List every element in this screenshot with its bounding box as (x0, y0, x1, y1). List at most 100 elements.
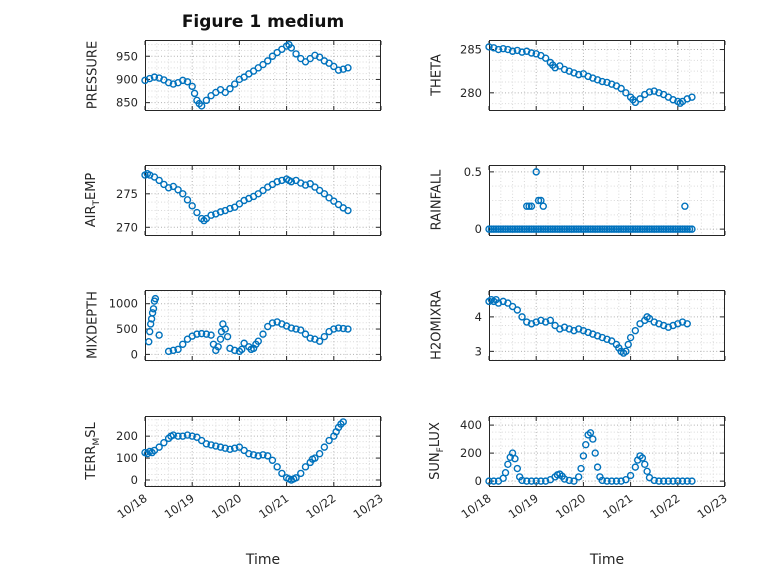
data-point (541, 318, 550, 326)
data-point (193, 208, 201, 217)
y-axis-label: AIRTEMP (84, 172, 102, 228)
data-point (629, 225, 637, 233)
y-tick-label: 100 (116, 451, 138, 465)
subplot-pressure: PRESSURE 850 900 950 (86, 40, 382, 111)
data-point (259, 186, 267, 195)
subplot-air-temp: AIRTEMP 270 275 (84, 165, 382, 237)
data-point (151, 294, 160, 303)
data-point (273, 178, 281, 186)
data-point (574, 325, 583, 333)
data-point (617, 225, 625, 233)
data-point (603, 335, 611, 343)
y-tick-label: 0 (131, 473, 138, 487)
y-axis-label-subscript: F (435, 447, 446, 453)
data-point (334, 324, 343, 332)
data-point (574, 473, 583, 481)
x-tick-label: 10/20 (553, 491, 588, 521)
data-point (674, 225, 682, 233)
data-point (570, 326, 578, 335)
data-point (499, 297, 507, 306)
data-point (334, 66, 343, 74)
data-point (622, 89, 630, 97)
subplot-rainfall: RAINFALL 0 0.5 (430, 165, 726, 236)
data-point (148, 309, 157, 317)
data-point (160, 439, 168, 447)
data-point (527, 225, 536, 233)
data-point (617, 84, 625, 93)
data-point (527, 202, 536, 210)
data-point (518, 476, 526, 485)
data-point (633, 225, 642, 233)
data-point (174, 186, 182, 194)
data-point (626, 225, 635, 233)
data-point (598, 77, 606, 86)
data-point (155, 331, 163, 339)
data-point (560, 475, 569, 483)
data-point (563, 225, 571, 233)
data-point (193, 330, 201, 338)
data-point (537, 316, 545, 325)
y-axis-label: H2OMIXRA (429, 290, 445, 360)
data-point (179, 432, 187, 440)
data-point (506, 225, 514, 233)
data-point (683, 477, 691, 485)
data-point (534, 225, 543, 233)
data-point (579, 326, 588, 335)
data-point (577, 464, 585, 473)
data-point (315, 53, 324, 61)
data-point (238, 345, 246, 354)
y-tick-label: 400 (460, 418, 482, 432)
data-point (230, 444, 239, 452)
data-point (216, 443, 225, 451)
data-point (650, 476, 658, 485)
y-axis-label: MIXDEPTH (85, 291, 101, 359)
data-point (572, 225, 581, 233)
data-point (556, 62, 564, 70)
data-point (530, 225, 538, 233)
data-point (619, 225, 628, 233)
data-point (532, 477, 540, 485)
y-tick-label: 200 (460, 446, 482, 460)
data-point (221, 444, 229, 452)
data-point (541, 54, 550, 62)
data-point (179, 76, 187, 85)
data-point (146, 320, 155, 328)
y-tick-label: 285 (460, 43, 482, 57)
data-point (648, 225, 656, 233)
data-point (169, 346, 178, 355)
data-point (688, 477, 696, 485)
data-point (207, 211, 215, 219)
data-point (207, 331, 215, 339)
data-point (589, 435, 597, 443)
data-point (659, 477, 668, 485)
data-point (264, 322, 272, 331)
data-point (549, 225, 557, 233)
data-point (273, 463, 281, 471)
y-axis-label-subscript: T (91, 200, 102, 206)
data-point (631, 463, 640, 471)
axes-box (489, 416, 725, 487)
data-point (685, 225, 694, 233)
data-point (584, 225, 592, 233)
x-tick-label: 10/18 (459, 491, 494, 521)
axes-box (145, 165, 381, 236)
data-point (626, 471, 635, 480)
data-point (608, 477, 616, 485)
data-point (487, 225, 496, 233)
data-point (518, 313, 526, 321)
data-point (523, 477, 531, 485)
x-tick-label: 10/19 (506, 491, 541, 521)
y-axis-label: THETA (429, 54, 445, 96)
data-point (688, 225, 696, 233)
data-point (179, 340, 187, 348)
axes-box (489, 40, 725, 111)
data-point (297, 469, 305, 478)
data-point (579, 225, 588, 233)
rainfall-plot: 00.5 (464, 165, 726, 236)
data-point (669, 477, 677, 485)
data-point (287, 178, 296, 186)
data-point (259, 330, 267, 338)
data-point (527, 49, 536, 57)
data-point (556, 225, 564, 233)
data-point (249, 451, 258, 459)
